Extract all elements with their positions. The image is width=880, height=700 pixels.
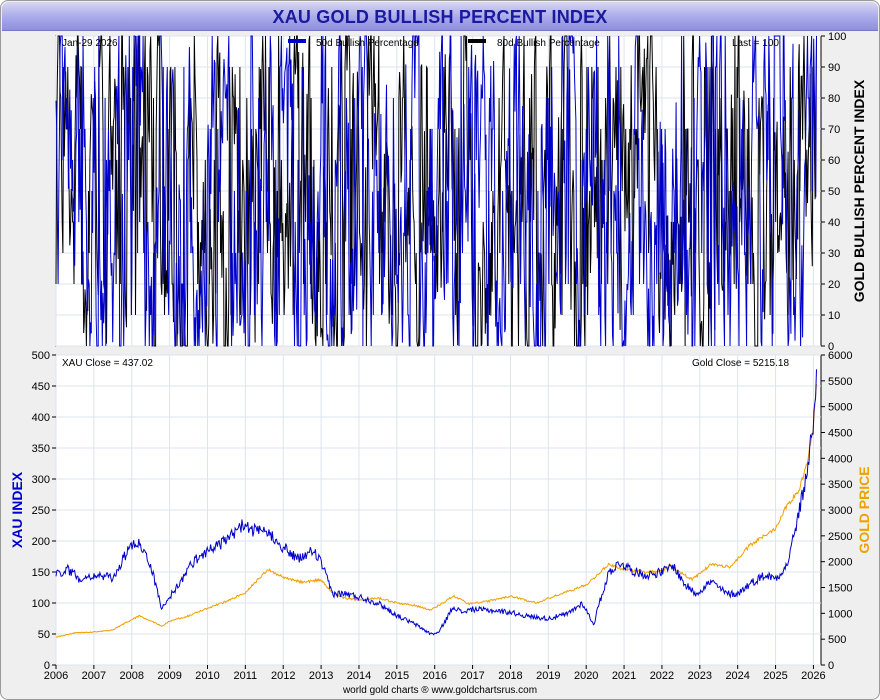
legend-swatch-50d <box>288 39 306 43</box>
y-tick-label-bullish: 50 <box>828 186 840 198</box>
x-tick-label: 2011 <box>234 670 258 682</box>
last-value-label: Last = 100 <box>732 38 779 49</box>
legend-swatch-80d <box>468 39 486 43</box>
y-tick-label-xau: 150 <box>32 567 50 579</box>
title-bar: XAU GOLD BULLISH PERCENT INDEX <box>2 2 878 31</box>
x-tick-label: 2007 <box>82 670 106 682</box>
x-tick-label: 2021 <box>612 670 636 682</box>
xau-index-line <box>55 369 817 636</box>
y-tick-label-gold: 3500 <box>828 479 852 491</box>
x-tick-label: 2014 <box>347 670 371 682</box>
y-tick-label-gold: 4500 <box>828 428 852 440</box>
y-tick-label-bullish: 80 <box>828 93 840 105</box>
y-tick-label-xau: 450 <box>32 381 50 393</box>
y-tick-label-xau: 0 <box>44 660 50 672</box>
x-tick-label: 2018 <box>498 670 522 682</box>
x-tick-label: 2019 <box>536 670 560 682</box>
y-tick-label-bullish: 70 <box>828 124 840 136</box>
bullish-series <box>55 35 817 347</box>
x-tick-label: 2016 <box>422 670 446 682</box>
y-tick-label-xau: 50 <box>38 629 50 641</box>
date-label: Jan-29 2026 <box>62 38 118 49</box>
y-tick-label-bullish: 30 <box>828 248 840 260</box>
y-tick-label-bullish: 40 <box>828 217 840 229</box>
y-tick-label-gold: 5500 <box>828 376 852 388</box>
y-tick-label-xau: 300 <box>32 474 50 486</box>
x-tick-label: 2010 <box>195 670 219 682</box>
x-tick-label: 2026 <box>801 670 825 682</box>
y-tick-label-gold: 5000 <box>828 402 852 414</box>
legend: 50d Bullish Percentage 80d Bullish Perce… <box>288 38 600 49</box>
gold-close-label: Gold Close = 5215.18 <box>692 358 789 369</box>
footer-credit: world gold charts ® www.goldchartsrus.co… <box>342 685 537 696</box>
x-tick-label: 2020 <box>574 670 598 682</box>
y-tick-label-bullish: 60 <box>828 155 840 167</box>
y-tick-label-xau: 500 <box>32 350 50 362</box>
legend-label-50d: 50d Bullish Percentage <box>316 38 419 49</box>
xau-axis-title: XAU INDEX <box>9 471 25 548</box>
y-tick-label-gold: 4000 <box>828 453 852 465</box>
legend-label-80d: 80d Bullish Percentage <box>497 38 600 49</box>
y-tick-label-xau: 400 <box>32 412 50 424</box>
y-tick-label-xau: 200 <box>32 536 50 548</box>
x-tick-label: 2006 <box>44 670 68 682</box>
chart-title: XAU GOLD BULLISH PERCENT INDEX <box>272 7 608 27</box>
gold-price-line <box>55 384 817 638</box>
x-tick-label: 2013 <box>309 670 333 682</box>
y-tick-label-bullish: 10 <box>828 310 840 322</box>
y-tick-label-xau: 100 <box>32 598 50 610</box>
bullish-50d-line <box>55 35 817 347</box>
y-tick-label-gold: 0 <box>828 660 834 672</box>
y-tick-label-gold: 1500 <box>828 583 852 595</box>
x-tick-label: 2024 <box>725 670 749 682</box>
x-tick-label: 2017 <box>460 670 484 682</box>
y-tick-label-xau: 350 <box>32 443 50 455</box>
y-tick-label-gold: 1000 <box>828 608 852 620</box>
xau-close-label: XAU Close = 437.02 <box>62 358 153 369</box>
x-tick-label: 2009 <box>157 670 181 682</box>
x-tick-label: 2012 <box>271 670 295 682</box>
x-tick-label: 2025 <box>763 670 787 682</box>
x-tick-label: 2008 <box>120 670 144 682</box>
price-series <box>55 369 817 638</box>
y-tick-label-bullish: 20 <box>828 279 840 291</box>
y-tick-label-bullish: 100 <box>828 31 846 43</box>
y-tick-label-gold: 6000 <box>828 350 852 362</box>
y-tick-label-gold: 3000 <box>828 505 852 517</box>
y-tick-label-gold: 500 <box>828 634 846 646</box>
x-tick-label: 2023 <box>688 670 712 682</box>
y-tick-label-gold: 2500 <box>828 531 852 543</box>
gold-axis-title: GOLD PRICE <box>856 466 872 553</box>
y-tick-label-bullish: 90 <box>828 62 840 74</box>
axis-ticks: 2006 2007 2008 2009 2010 2011 2012 2013 2014 2015… <box>32 31 853 682</box>
y-tick-label-bullish: 0 <box>828 341 834 353</box>
y-tick-label-gold: 2000 <box>828 557 852 569</box>
x-tick-label: 2015 <box>385 670 409 682</box>
bullish-axis-title: GOLD BULLISH PERCENT INDEX <box>851 79 867 302</box>
x-tick-label: 2022 <box>650 670 674 682</box>
y-tick-label-xau: 250 <box>32 505 50 517</box>
